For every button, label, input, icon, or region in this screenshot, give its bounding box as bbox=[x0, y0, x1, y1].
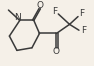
Text: N: N bbox=[14, 13, 21, 22]
Text: F: F bbox=[81, 26, 86, 35]
Text: F: F bbox=[52, 7, 57, 16]
Text: F: F bbox=[79, 9, 84, 18]
Text: O: O bbox=[53, 47, 60, 56]
Text: O: O bbox=[37, 1, 44, 10]
